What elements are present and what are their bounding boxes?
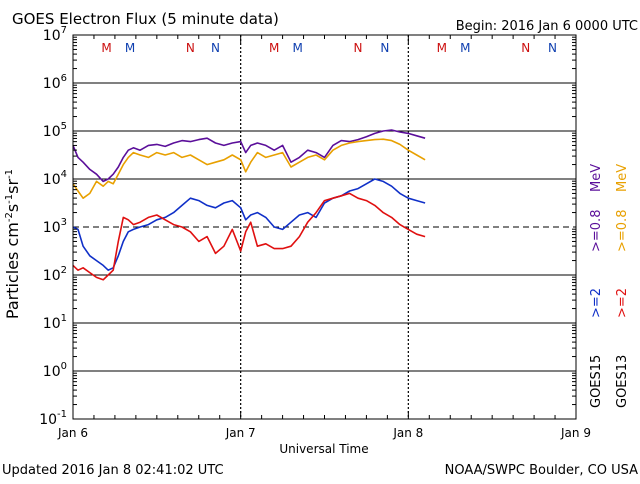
x-tick-label: Jan 7 xyxy=(225,426,256,440)
legend-goes13: GOES13 xyxy=(615,355,630,408)
begin-time: Begin: 2016 Jan 6 0000 UTC xyxy=(456,19,638,34)
legend-mev-orange: MeV xyxy=(615,164,630,192)
y-tick-label: 106 xyxy=(43,73,67,92)
x-tick-label: Jan 9 xyxy=(560,426,591,440)
mn-marker: N xyxy=(211,41,220,55)
mn-marker: N xyxy=(186,41,195,55)
series-line xyxy=(72,192,426,281)
midnight-lines xyxy=(240,35,409,419)
series-line xyxy=(72,138,426,199)
mn-marker: N xyxy=(521,41,530,55)
plot-frame xyxy=(72,34,577,420)
y-axis-label: Particles cm-2s-1sr-1 xyxy=(3,169,22,319)
mn-marker: M xyxy=(460,41,470,55)
x-tick-label: Jan 6 xyxy=(57,426,88,440)
y-tick-label: 103 xyxy=(43,217,67,236)
y-tick-label: 10-1 xyxy=(39,409,67,428)
x-tick-label: Jan 8 xyxy=(392,426,423,440)
legend-mev-purple: MeV xyxy=(589,164,604,192)
legend-threshold-08-orange: >=0.8 xyxy=(615,210,630,252)
mn-marker: M xyxy=(269,41,279,55)
y-tick-label: 104 xyxy=(43,169,67,188)
x-axis-label: Universal Time xyxy=(279,442,368,456)
grid-lines xyxy=(73,82,576,372)
legend-threshold-08-purple: >=0.8 xyxy=(589,210,604,252)
y-tick-label: 102 xyxy=(43,265,67,284)
legend-threshold-2-red: >=2 xyxy=(615,288,630,318)
series-line xyxy=(72,129,426,183)
updated-time: Updated 2016 Jan 8 02:41:02 UTC xyxy=(2,463,224,478)
mn-marker: N xyxy=(354,41,363,55)
mn-marker: N xyxy=(548,41,557,55)
series-line xyxy=(72,178,426,272)
series-lines xyxy=(72,129,426,281)
legend-goes15: GOES15 xyxy=(589,355,604,408)
credit: NOAA/SWPC Boulder, CO USA xyxy=(445,463,638,478)
y-tick-label: 105 xyxy=(43,121,67,140)
mn-marker: M xyxy=(125,41,135,55)
mn-marker: N xyxy=(380,41,389,55)
mn-marker: M xyxy=(437,41,447,55)
mn-marker: M xyxy=(101,41,111,55)
y-tick-label: 100 xyxy=(43,361,67,380)
mn-marker: M xyxy=(292,41,302,55)
y-tick-label: 107 xyxy=(43,25,67,44)
legend-threshold-2-blue: >=2 xyxy=(589,288,604,318)
y-tick-label: 101 xyxy=(43,313,67,332)
chart-title: GOES Electron Flux (5 minute data) xyxy=(12,10,279,28)
